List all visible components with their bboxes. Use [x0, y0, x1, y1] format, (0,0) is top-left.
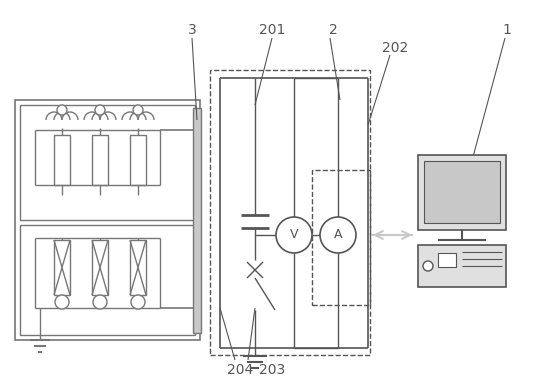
Circle shape — [133, 105, 143, 115]
Bar — [54, 240, 70, 295]
Text: V: V — [290, 229, 298, 241]
Bar — [418, 245, 506, 287]
Bar — [15, 100, 200, 340]
Circle shape — [93, 295, 107, 309]
Text: 204: 204 — [227, 363, 253, 377]
Bar — [54, 135, 70, 185]
Bar — [424, 161, 500, 223]
Bar — [193, 108, 201, 333]
Bar — [130, 135, 146, 185]
Text: 201: 201 — [259, 23, 285, 37]
Bar — [210, 70, 370, 355]
Circle shape — [55, 295, 69, 309]
Text: 203: 203 — [259, 363, 285, 377]
Bar — [92, 135, 108, 185]
Text: 202: 202 — [382, 41, 408, 55]
Bar — [20, 225, 195, 335]
Bar — [130, 240, 146, 295]
Circle shape — [276, 217, 312, 253]
Circle shape — [320, 217, 356, 253]
Bar — [312, 170, 370, 305]
Bar — [418, 155, 506, 230]
Circle shape — [131, 295, 145, 309]
Circle shape — [423, 261, 433, 271]
Bar — [92, 240, 108, 295]
Bar — [20, 105, 195, 220]
Circle shape — [57, 105, 67, 115]
Text: 2: 2 — [329, 23, 337, 37]
Text: 1: 1 — [503, 23, 511, 37]
Bar — [438, 253, 456, 267]
Text: A: A — [334, 229, 343, 241]
Text: 3: 3 — [188, 23, 196, 37]
Circle shape — [95, 105, 105, 115]
